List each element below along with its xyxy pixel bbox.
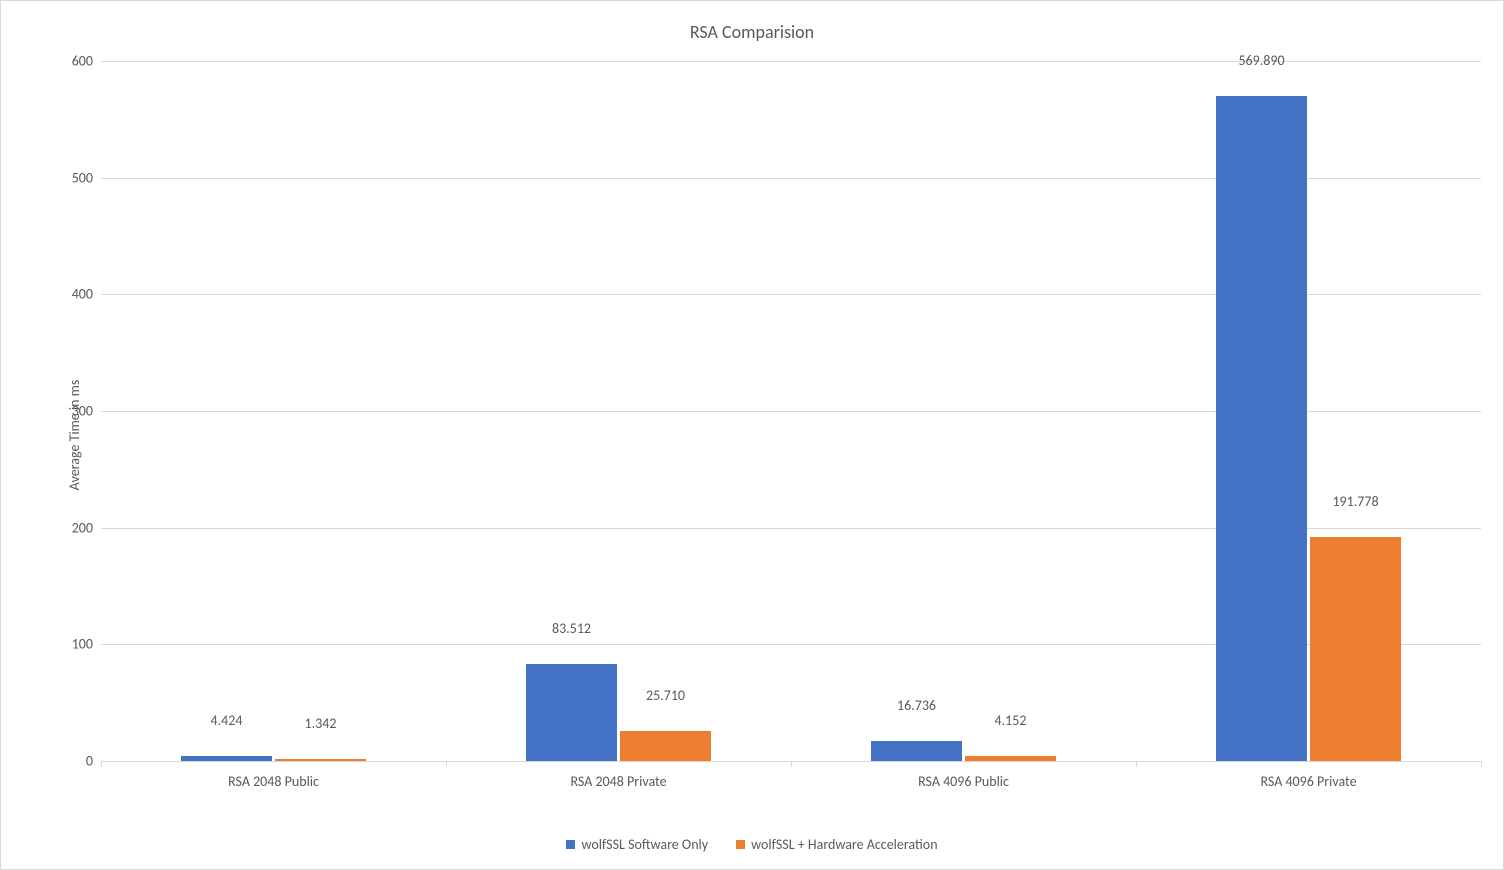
x-tick [791, 761, 792, 767]
legend-label: wolfSSL + Hardware Acceleration [751, 836, 937, 853]
data-label: 569.890 [1238, 52, 1284, 73]
data-label: 4.424 [211, 712, 243, 733]
chart-container: RSA Comparision Average Time in ms 0 100 2… [0, 0, 1504, 870]
x-tick [446, 761, 447, 767]
bar [181, 756, 272, 761]
data-label: 25.710 [646, 687, 685, 708]
chart-title: RSA Comparision [1, 21, 1503, 43]
legend-item: wolfSSL + Hardware Acceleration [736, 836, 937, 853]
data-label: 1.342 [305, 715, 337, 736]
legend-item: wolfSSL Software Only [566, 836, 708, 853]
y-tick-label: 300 [72, 403, 93, 420]
bar [1310, 537, 1401, 761]
y-tick-label: 500 [72, 169, 93, 186]
y-tick-label: 600 [72, 53, 93, 70]
legend-label: wolfSSL Software Only [581, 836, 708, 853]
y-tick-label: 400 [72, 286, 93, 303]
legend-swatch [736, 840, 745, 849]
data-label: 83.512 [552, 620, 591, 641]
x-category-label: RSA 4096 Public [918, 773, 1009, 790]
x-category-label: RSA 4096 Private [1260, 773, 1356, 790]
x-tick [1481, 761, 1482, 767]
plot-area: 01002003004005006004.4241.34283.51225.71… [101, 61, 1481, 761]
bar [620, 731, 711, 761]
x-tick [101, 761, 102, 767]
x-category-label: RSA 2048 Public [228, 773, 319, 790]
legend-swatch [566, 840, 575, 849]
data-label: 4.152 [995, 712, 1027, 733]
bar [965, 756, 1056, 761]
data-label: 16.736 [897, 697, 936, 718]
bar [1216, 96, 1307, 761]
y-axis-title: Average Time in ms [66, 380, 83, 491]
bar [275, 759, 366, 761]
legend: wolfSSL Software Only wolfSSL + Hardware … [1, 836, 1503, 853]
x-tick [1136, 761, 1137, 767]
y-tick-label: 100 [72, 636, 93, 653]
x-category-label: RSA 2048 Private [570, 773, 666, 790]
y-tick-label: 200 [72, 519, 93, 536]
y-tick-label: 0 [86, 753, 93, 770]
bar [526, 664, 617, 761]
data-label: 191.778 [1332, 493, 1378, 514]
bar [871, 741, 962, 761]
